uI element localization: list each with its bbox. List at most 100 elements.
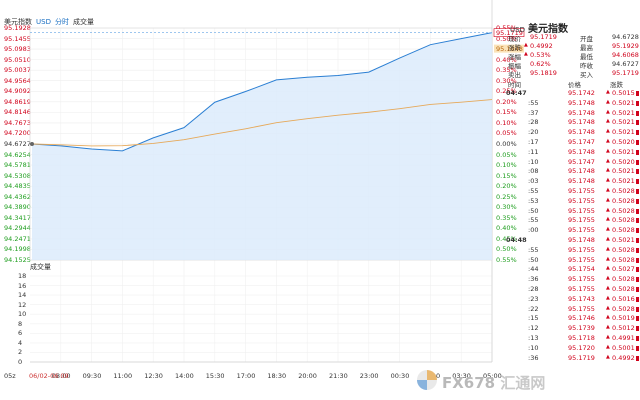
up-arrow-icon: ▲: [606, 285, 610, 291]
trade-row[interactable]: 04:48 95.1748 ▲ 0.5021: [506, 236, 640, 245]
trade-row[interactable]: :53 95.1755 ▲ 0.5028: [506, 197, 640, 206]
trade-volume-bar: [636, 238, 639, 243]
up-arrow-icon: ▲: [606, 196, 610, 203]
watermark-text-cn: 汇通网: [500, 374, 546, 392]
trade-change: 0.5028: [612, 187, 635, 195]
up-arrow-icon: ▲: [606, 236, 610, 242]
trade-row[interactable]: :28 95.1755 ▲ 0.5028: [506, 285, 640, 294]
volume-toggle[interactable]: 成交量: [72, 18, 94, 26]
trade-row[interactable]: :11 95.1748 ▲ 0.5021: [506, 148, 640, 157]
trade-row[interactable]: :28 95.1748 ▲ 0.5021: [506, 118, 640, 127]
trade-volume-bar: [636, 140, 639, 145]
watermark-text-fx: FX678: [442, 374, 496, 392]
trade-row[interactable]: :36 95.1719 ▲ 0.4992: [506, 354, 640, 363]
quote-row: 卖出 95.1819 买入 95.1719: [508, 69, 639, 79]
up-arrow-icon: ▲: [606, 128, 610, 135]
quote-value: 94.6727: [612, 60, 639, 68]
trade-time: :55: [528, 245, 539, 254]
price-tick-label: 94.8146: [4, 108, 31, 117]
trade-row[interactable]: :50 95.1755 ▲ 0.5028: [506, 256, 640, 265]
trade-change: 0.4991: [612, 334, 635, 342]
trade-row[interactable]: :17 95.1747 ▲ 0.5020: [506, 138, 640, 147]
time-tick-label: 20:00: [298, 372, 317, 380]
trade-row[interactable]: :55 95.1755 ▲ 0.5028: [506, 187, 640, 196]
price-tick-label: 95.1928: [4, 24, 31, 32]
quote-value: 95.1929: [612, 42, 639, 50]
trade-row[interactable]: :36 95.1755 ▲ 0.5028: [506, 275, 640, 284]
trade-price: 95.1755: [568, 206, 595, 215]
trade-time: :03: [528, 177, 539, 186]
trade-row[interactable]: 04:47 95.1742 ▲ 0.5015: [506, 89, 640, 98]
price-tick-label: 94.8619: [4, 97, 31, 106]
price-tick-label: 94.5308: [4, 171, 31, 180]
trade-change: 0.5021: [612, 177, 635, 186]
up-arrow-icon: ▲: [524, 42, 528, 48]
trade-price: 95.1748: [568, 167, 595, 176]
trade-row[interactable]: :20 95.1748 ▲ 0.5021: [506, 128, 640, 137]
footer-label: 05z: [4, 372, 16, 380]
trade-row[interactable]: :37 95.1748 ▲ 0.5021: [506, 109, 640, 118]
trade-change: 0.5028: [612, 304, 635, 313]
percent-tick-label: 0.20%: [496, 182, 517, 191]
trade-price: 95.1718: [568, 334, 595, 342]
up-arrow-icon: ▲: [606, 265, 610, 272]
trade-price: 95.1748: [568, 98, 595, 107]
trade-time: :28: [528, 285, 539, 293]
trade-price: 95.1755: [568, 275, 595, 284]
quote-label: 涨幅: [508, 53, 521, 61]
price-chart-frame: [29, 27, 493, 261]
up-arrow-icon: ▲: [606, 118, 610, 125]
quote-label: 最低: [580, 53, 593, 61]
mode-tab-timeshare[interactable]: 分时: [54, 18, 69, 26]
volume-tick-label: 2: [18, 348, 23, 357]
quote-value: 95.1719: [530, 33, 557, 41]
trade-price: 95.1739: [568, 324, 595, 333]
up-arrow-icon: ▲: [606, 108, 610, 115]
price-tick-label: 94.1998: [4, 245, 31, 254]
trade-row[interactable]: :00 95.1755 ▲ 0.5028: [506, 226, 640, 235]
trade-time: 04:47: [506, 89, 527, 97]
trade-time: :00: [528, 226, 539, 235]
trade-volume-bar: [636, 189, 639, 194]
trade-row[interactable]: :08 95.1748 ▲ 0.5021: [506, 167, 640, 176]
trade-row[interactable]: :55 95.1748 ▲ 0.5021: [506, 99, 640, 108]
trade-price: 95.1747: [568, 138, 595, 146]
price-tick-label: 94.6254: [4, 150, 31, 159]
trade-change: 0.5021: [612, 108, 635, 117]
trade-change: 0.5001: [612, 343, 635, 352]
trade-row[interactable]: :44 95.1754 ▲ 0.5027: [506, 265, 640, 274]
trade-row[interactable]: :10 95.1747 ▲ 0.5020: [506, 158, 640, 167]
trade-volume-bar: [636, 267, 639, 273]
trade-row[interactable]: :12 95.1739 ▲ 0.5012: [506, 324, 640, 333]
time-tick-label: 17:00: [236, 372, 256, 380]
percent-tick-label: 0.35%: [496, 213, 517, 222]
trade-row[interactable]: :55 95.1755 ▲ 0.5028: [506, 246, 640, 255]
trades-header-time: 时间: [508, 81, 521, 89]
trade-row[interactable]: :22 95.1755 ▲ 0.5028: [506, 305, 640, 314]
trade-change: 0.5028: [612, 226, 635, 235]
percent-tick-label: 0.00%: [496, 140, 517, 148]
trade-row[interactable]: :15 95.1746 ▲ 0.5019: [506, 314, 640, 323]
percent-tick-label: 0.05%: [496, 150, 517, 159]
up-arrow-icon: ▲: [606, 147, 610, 154]
trade-row[interactable]: :03 95.1748 ▲ 0.5021: [506, 177, 640, 186]
trade-volume-bar: [636, 306, 639, 312]
trade-row[interactable]: :55 95.1755 ▲ 0.5028: [506, 216, 640, 225]
trade-row[interactable]: :13 95.1718 ▲ 0.4991: [506, 334, 640, 343]
average-line: [31, 99, 493, 147]
quote-value: 0.62%: [530, 60, 551, 68]
up-arrow-icon: ▲: [606, 206, 610, 213]
price-tick-label: 95.0037: [4, 66, 31, 75]
volume-tick-label: 6: [18, 329, 23, 338]
quote-label: 涨跌: [508, 44, 521, 52]
percent-tick-label: 0.50%: [496, 34, 517, 43]
trade-time: :22: [528, 304, 539, 313]
trade-row[interactable]: :23 95.1743 ▲ 0.5016: [506, 295, 640, 304]
trade-row[interactable]: :10 95.1720 ▲ 0.5001: [506, 344, 640, 353]
trade-time: :23: [528, 294, 539, 303]
price-tick-label: 95.0510: [4, 55, 31, 64]
trade-price: 95.1755: [568, 196, 595, 205]
time-tick-label: 15:30: [205, 372, 225, 380]
trade-row[interactable]: :50 95.1755 ▲ 0.5028: [506, 207, 640, 216]
up-arrow-icon: ▲: [606, 177, 610, 184]
